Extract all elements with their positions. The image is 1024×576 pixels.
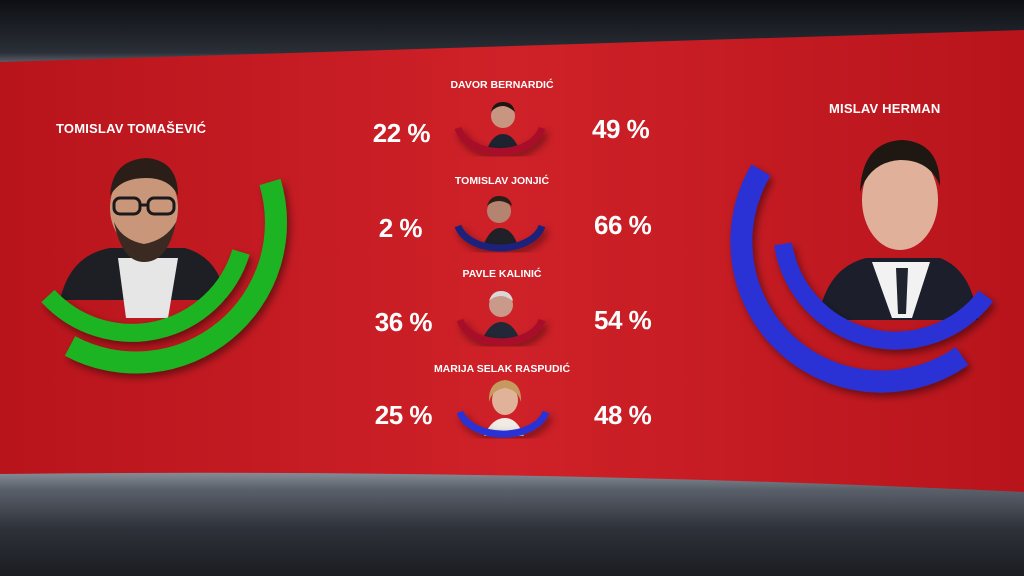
matchup-name-2: TOMISLAV JONJIĆ [454,175,550,187]
matchup-icon-4 [456,380,550,438]
matchup-name-3: PAVLE KALINIĆ [462,268,542,280]
matchup-icon-1 [454,102,546,156]
right-candidate-photo [818,140,978,320]
matchup-left-pct-3: 36 % [374,307,433,337]
matchup-icon-3 [456,291,546,346]
matchup-icon-2 [454,196,546,252]
matchup-left-pct-4: 25 % [374,400,433,430]
matchup-left-pct-1: 22 % [372,118,431,148]
right-candidate-name: MISLAV HERMAN [829,101,941,116]
matchup-right-pct-3: 54 % [594,305,652,335]
studio-floor [0,470,1024,576]
matchup-right-pct-4: 48 % [594,400,652,430]
matchup-name-4: MARIJA SELAK RASPUDIĆ [433,363,571,375]
right-candidate-arcs [730,164,994,393]
matchup-left-pct-2: 2 % [378,213,423,243]
matchup-right-pct-1: 49 % [592,114,650,144]
left-candidate-arcs [41,178,287,374]
left-candidate-name: TOMISLAV TOMAŠEVIĆ [56,121,207,136]
matchup-name-1: DAVOR BERNARDIĆ [450,79,554,91]
left-candidate-photo [60,158,226,318]
matchup-right-pct-2: 66 % [594,210,652,240]
red-screen [0,30,1024,492]
